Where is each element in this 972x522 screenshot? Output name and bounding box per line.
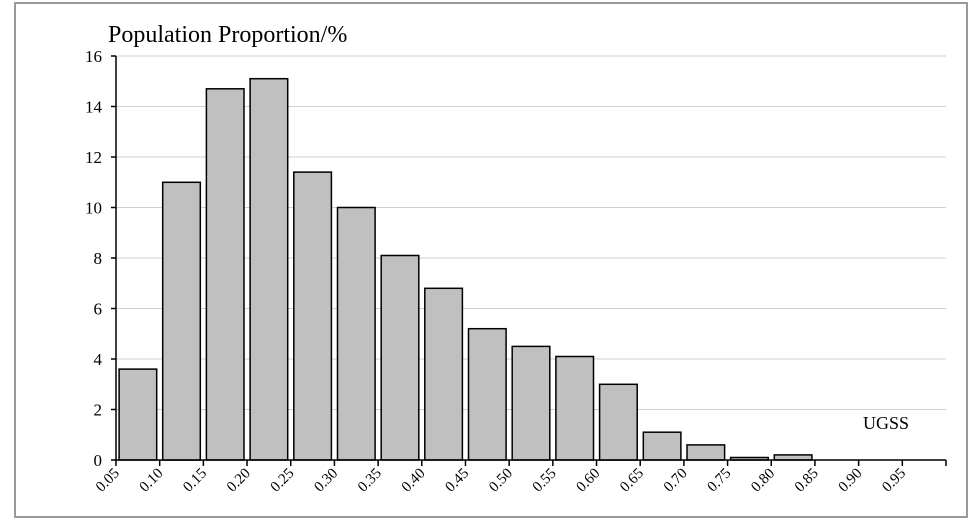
bar-0.20 <box>249 77 289 461</box>
x-tick-labels: 0.05 0.10 0.15 0.20 0.25 0.30 0.35 0.40 0.45 0.50… <box>93 466 909 496</box>
x-tick-label: 0.75 <box>705 466 735 496</box>
y-tick-label: 4 <box>94 350 103 369</box>
bar-0.70 <box>686 444 726 461</box>
x-tick-label: 0.25 <box>268 466 298 496</box>
series-annotation: UGSS <box>863 413 909 433</box>
bar-0.80 <box>773 454 813 461</box>
y-tick-label: 14 <box>85 98 103 117</box>
y-tick-label: 16 <box>85 47 102 66</box>
bar-0.35 <box>380 254 420 461</box>
y-tick-label: 6 <box>94 300 103 319</box>
x-tick-label: 0.45 <box>442 466 472 496</box>
x-tick-label: 0.80 <box>748 466 778 496</box>
bar-0.25 <box>293 171 333 461</box>
bar-0.55 <box>555 355 595 461</box>
x-tick-label: 0.15 <box>180 466 210 496</box>
chart-title: Population Proportion/% <box>108 22 347 48</box>
x-tick-label: 0.10 <box>137 466 167 496</box>
bar-0.60 <box>598 383 638 461</box>
x-tick-label: 0.90 <box>836 466 866 496</box>
bar-0.45 <box>467 327 507 461</box>
x-tick-label: 0.95 <box>879 466 909 496</box>
y-tick-label: 2 <box>94 401 103 420</box>
y-tick-label: 8 <box>94 249 103 268</box>
x-tick-label: 0.65 <box>617 466 647 496</box>
x-tick-label: 0.50 <box>486 466 516 496</box>
x-tick-label: 0.85 <box>792 466 822 496</box>
x-tick-label: 0.60 <box>573 466 603 496</box>
x-tick-label: 0.20 <box>224 466 254 496</box>
y-tick-label: 10 <box>85 199 102 218</box>
bar-0.10 <box>161 181 202 461</box>
x-tick-label: 0.30 <box>311 466 341 496</box>
y-tick-labels: 0 2 4 6 8 10 12 14 16 <box>85 47 103 470</box>
x-tick-label: 0.70 <box>661 466 691 496</box>
axes <box>111 55 947 466</box>
x-tick-label: 0.35 <box>355 466 385 496</box>
bar-0.40 <box>424 287 464 461</box>
bar-0.15 <box>205 88 245 461</box>
bars <box>118 77 813 461</box>
bar-0.50 <box>511 345 551 461</box>
bar-0.05 <box>118 368 158 461</box>
y-tick-label: 12 <box>85 148 102 167</box>
x-tick-label: 0.55 <box>530 466 560 496</box>
x-tick-label: 0.40 <box>399 466 429 496</box>
bar-0.30 <box>336 206 376 461</box>
y-tick-label: 0 <box>94 451 103 470</box>
bar-0.65 <box>642 431 682 461</box>
